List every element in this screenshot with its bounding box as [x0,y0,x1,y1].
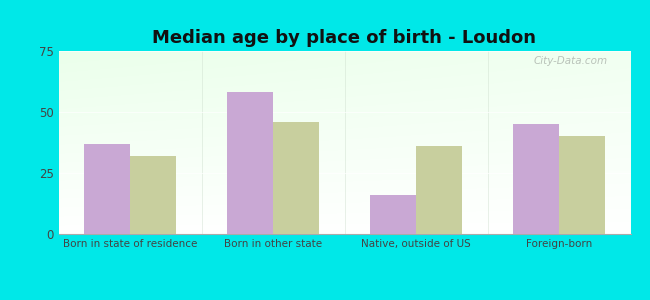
Bar [273,122,318,234]
Text: City-Data.com: City-Data.com [534,56,608,67]
Bar [227,92,273,234]
Bar [559,136,604,234]
Bar [130,156,176,234]
Bar [370,195,416,234]
Title: Median age by place of birth - Loudon: Median age by place of birth - Loudon [153,29,536,47]
Bar [416,146,462,234]
Bar [514,124,559,234]
Bar [84,144,130,234]
